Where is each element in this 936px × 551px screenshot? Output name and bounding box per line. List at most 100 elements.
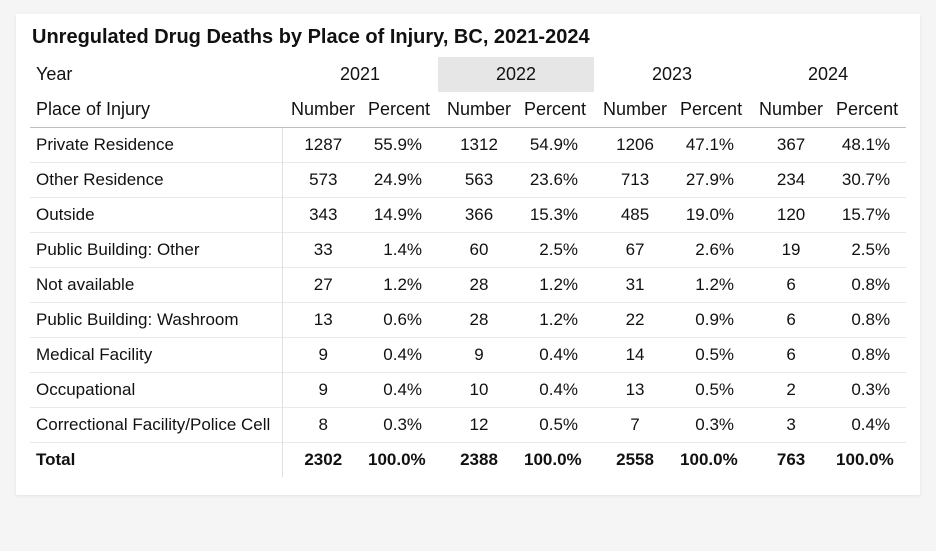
cell-percent: 0.4% xyxy=(364,338,438,373)
cell-number: 10 xyxy=(438,373,520,408)
cell-percent: 1.2% xyxy=(520,303,594,338)
cell-percent: 1.2% xyxy=(676,268,750,303)
cell-number: 2388 xyxy=(438,443,520,478)
cell-number: 28 xyxy=(438,268,520,303)
cell-number: 563 xyxy=(438,163,520,198)
cell-number: 343 xyxy=(282,198,364,233)
cell-percent: 47.1% xyxy=(676,128,750,163)
cell-number: 366 xyxy=(438,198,520,233)
col-number: Number xyxy=(282,92,364,128)
cell-percent: 0.3% xyxy=(832,373,906,408)
cell-number: 1287 xyxy=(282,128,364,163)
cell-percent: 2.6% xyxy=(676,233,750,268)
cell-percent: 100.0% xyxy=(520,443,594,478)
cell-number: 27 xyxy=(282,268,364,303)
cell-number: 31 xyxy=(594,268,676,303)
col-percent: Percent xyxy=(364,92,438,128)
cell-percent: 0.4% xyxy=(832,408,906,443)
cell-number: 763 xyxy=(750,443,832,478)
cell-percent: 2.5% xyxy=(832,233,906,268)
col-number: Number xyxy=(438,92,520,128)
table-row-total: Total2302100.0%2388100.0%2558100.0%76310… xyxy=(30,443,906,478)
cell-percent: 23.6% xyxy=(520,163,594,198)
cell-percent: 100.0% xyxy=(364,443,438,478)
cell-percent: 0.4% xyxy=(520,338,594,373)
cell-percent: 2.5% xyxy=(520,233,594,268)
header-sub-row: Place of Injury Number Percent Number Pe… xyxy=(30,92,906,128)
cell-percent: 0.4% xyxy=(520,373,594,408)
col-percent: Percent xyxy=(676,92,750,128)
cell-number: 713 xyxy=(594,163,676,198)
cell-percent: 15.7% xyxy=(832,198,906,233)
cell-percent: 0.8% xyxy=(832,303,906,338)
data-table: Year 2021 2022 2023 2024 Place of Injury… xyxy=(30,57,906,477)
cell-number: 1312 xyxy=(438,128,520,163)
col-number: Number xyxy=(594,92,676,128)
col-number: Number xyxy=(750,92,832,128)
cell-percent: 0.8% xyxy=(832,338,906,373)
cell-number: 9 xyxy=(438,338,520,373)
cell-number: 6 xyxy=(750,268,832,303)
row-name: Correctional Facility/Police Cell xyxy=(30,408,282,443)
col-percent: Percent xyxy=(520,92,594,128)
cell-percent: 24.9% xyxy=(364,163,438,198)
cell-percent: 14.9% xyxy=(364,198,438,233)
cell-percent: 0.9% xyxy=(676,303,750,338)
cell-number: 67 xyxy=(594,233,676,268)
cell-number: 33 xyxy=(282,233,364,268)
cell-percent: 0.6% xyxy=(364,303,438,338)
cell-number: 367 xyxy=(750,128,832,163)
cell-number: 14 xyxy=(594,338,676,373)
cell-number: 234 xyxy=(750,163,832,198)
row-name: Other Residence xyxy=(30,163,282,198)
table-row: Public Building: Washroom130.6%281.2%220… xyxy=(30,303,906,338)
row-name: Total xyxy=(30,443,282,478)
cell-number: 19 xyxy=(750,233,832,268)
year-2022: 2022 xyxy=(438,57,594,92)
cell-percent: 54.9% xyxy=(520,128,594,163)
cell-number: 6 xyxy=(750,303,832,338)
cell-percent: 0.5% xyxy=(676,373,750,408)
row-name: Medical Facility xyxy=(30,338,282,373)
year-label: Year xyxy=(30,57,282,92)
cell-percent: 0.5% xyxy=(520,408,594,443)
cell-number: 13 xyxy=(594,373,676,408)
cell-percent: 1.2% xyxy=(364,268,438,303)
table-card: Unregulated Drug Deaths by Place of Inju… xyxy=(16,14,920,495)
cell-number: 7 xyxy=(594,408,676,443)
cell-percent: 19.0% xyxy=(676,198,750,233)
cell-number: 573 xyxy=(282,163,364,198)
cell-percent: 48.1% xyxy=(832,128,906,163)
cell-percent: 0.4% xyxy=(364,373,438,408)
cell-number: 2 xyxy=(750,373,832,408)
cell-number: 13 xyxy=(282,303,364,338)
row-name: Occupational xyxy=(30,373,282,408)
cell-number: 1206 xyxy=(594,128,676,163)
cell-number: 9 xyxy=(282,373,364,408)
table-row: Public Building: Other331.4%602.5%672.6%… xyxy=(30,233,906,268)
year-2021: 2021 xyxy=(282,57,438,92)
row-name: Public Building: Washroom xyxy=(30,303,282,338)
row-name: Private Residence xyxy=(30,128,282,163)
cell-number: 8 xyxy=(282,408,364,443)
place-label: Place of Injury xyxy=(30,92,282,128)
cell-number: 22 xyxy=(594,303,676,338)
cell-percent: 100.0% xyxy=(676,443,750,478)
table-row: Occupational90.4%100.4%130.5%20.3% xyxy=(30,373,906,408)
year-2023: 2023 xyxy=(594,57,750,92)
cell-percent: 15.3% xyxy=(520,198,594,233)
table-row: Medical Facility90.4%90.4%140.5%60.8% xyxy=(30,338,906,373)
cell-percent: 0.8% xyxy=(832,268,906,303)
cell-number: 60 xyxy=(438,233,520,268)
table-row: Correctional Facility/Police Cell80.3%12… xyxy=(30,408,906,443)
cell-percent: 55.9% xyxy=(364,128,438,163)
cell-number: 485 xyxy=(594,198,676,233)
cell-number: 3 xyxy=(750,408,832,443)
table-row: Outside34314.9%36615.3%48519.0%12015.7% xyxy=(30,198,906,233)
header-year-row: Year 2021 2022 2023 2024 xyxy=(30,57,906,92)
cell-percent: 30.7% xyxy=(832,163,906,198)
table-row: Other Residence57324.9%56323.6%71327.9%2… xyxy=(30,163,906,198)
col-percent: Percent xyxy=(832,92,906,128)
table-title: Unregulated Drug Deaths by Place of Inju… xyxy=(32,26,904,49)
cell-number: 9 xyxy=(282,338,364,373)
